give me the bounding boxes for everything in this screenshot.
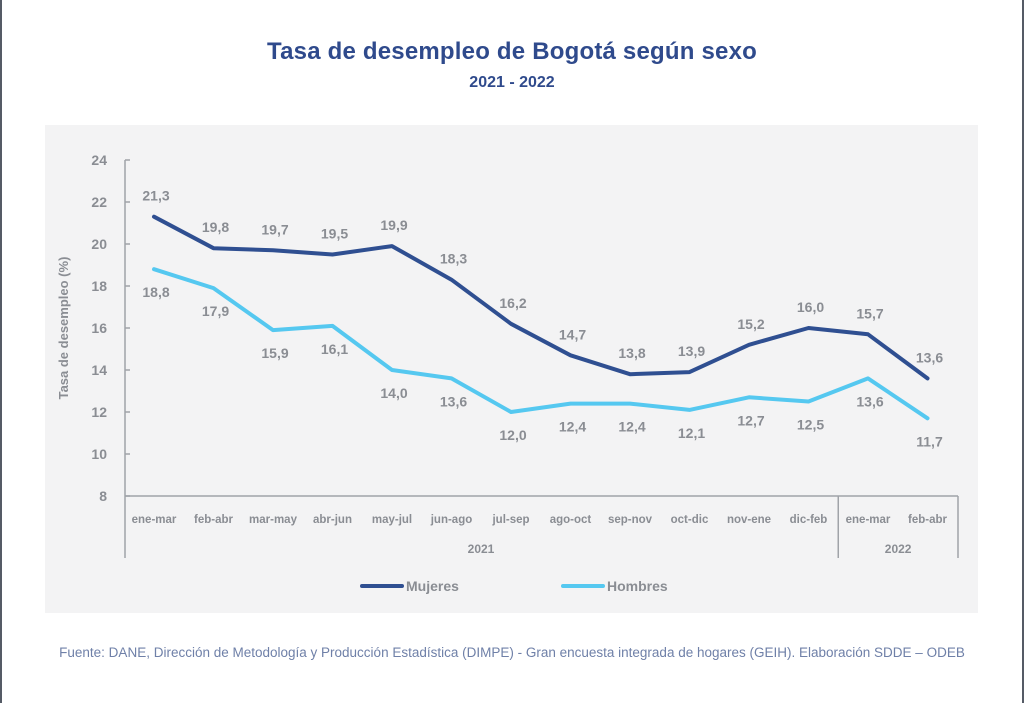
series-line-mujeres bbox=[152, 214, 930, 381]
data-label-hombres: 14,0 bbox=[380, 385, 407, 401]
data-label-mujeres: 21,3 bbox=[142, 188, 169, 204]
y-tick-label: 20 bbox=[91, 236, 107, 252]
data-labels: 21,3 19,8 19,7 19,5 19,9 18,3 16,2 14,7 13,8 13,9… bbox=[142, 188, 943, 450]
data-label-hombres: 12,5 bbox=[797, 417, 824, 433]
y-tick-label: 8 bbox=[99, 488, 107, 504]
x-tick-label: nov-ene bbox=[727, 514, 771, 526]
y-tick-label: 14 bbox=[91, 362, 107, 378]
x-tick-label: feb-abr bbox=[194, 514, 234, 526]
chart-subtitle: 2021 - 2022 bbox=[469, 74, 555, 91]
source-note: Fuente: DANE, Dirección de Metodología y… bbox=[59, 645, 965, 660]
series-line-hombres bbox=[152, 267, 930, 421]
x-group-label: 2021 bbox=[468, 542, 495, 556]
data-label-mujeres: 15,2 bbox=[737, 316, 764, 332]
window-edge-right bbox=[1022, 0, 1024, 703]
series-lines bbox=[152, 214, 930, 421]
data-label-mujeres: 18,3 bbox=[440, 251, 467, 267]
y-tick-label: 12 bbox=[91, 404, 107, 420]
y-tick-label: 22 bbox=[91, 194, 107, 210]
data-label-mujeres: 14,7 bbox=[559, 326, 586, 342]
x-tick-label: sep-nov bbox=[608, 514, 653, 526]
x-tick-label: oct-dic bbox=[671, 514, 709, 526]
data-label-hombres: 16,1 bbox=[321, 341, 348, 357]
data-label-hombres: 12,7 bbox=[737, 412, 764, 428]
x-tick-label: abr-jun bbox=[313, 514, 352, 526]
data-label-mujeres: 19,7 bbox=[261, 221, 288, 237]
x-tick-label: mar-may bbox=[249, 514, 298, 526]
data-label-mujeres: 19,8 bbox=[202, 219, 229, 235]
data-label-mujeres: 19,9 bbox=[380, 217, 407, 233]
data-label-mujeres: 16,2 bbox=[499, 295, 526, 311]
y-tick-label: 24 bbox=[91, 152, 107, 168]
data-label-mujeres: 15,7 bbox=[856, 305, 883, 321]
data-label-hombres: 13,6 bbox=[856, 393, 883, 409]
y-axis-title: Tasa de desempleo (%) bbox=[56, 257, 71, 400]
x-tick-label: feb-abr bbox=[908, 514, 948, 526]
x-tick-label: ene-mar bbox=[132, 514, 177, 526]
x-group-label: 2022 bbox=[885, 542, 912, 556]
y-tick-label: 10 bbox=[91, 446, 107, 462]
legend-label-hombres: Hombres bbox=[607, 578, 668, 594]
data-label-hombres: 15,9 bbox=[261, 345, 288, 361]
legend: Mujeres Hombres bbox=[360, 578, 668, 594]
x-tick-label: ene-mar bbox=[846, 514, 891, 526]
data-label-mujeres: 13,9 bbox=[678, 343, 705, 359]
legend-label-mujeres: Mujeres bbox=[406, 578, 459, 594]
x-tick-label: jul-sep bbox=[491, 514, 529, 526]
data-label-hombres: 12,4 bbox=[618, 419, 645, 435]
x-tick-label: jun-ago bbox=[430, 514, 473, 526]
window-edge-left bbox=[0, 0, 2, 703]
data-label-mujeres: 13,8 bbox=[618, 345, 645, 361]
y-tick-label: 18 bbox=[91, 278, 107, 294]
data-label-hombres: 12,1 bbox=[678, 425, 705, 441]
x-tick-label: ago-oct bbox=[550, 514, 592, 526]
chart-title: Tasa de desempleo de Bogotá según sexo bbox=[267, 38, 757, 65]
x-tick-label: dic-feb bbox=[790, 514, 828, 526]
data-label-mujeres: 19,5 bbox=[321, 226, 348, 242]
data-label-hombres: 11,7 bbox=[916, 433, 943, 449]
data-label-hombres: 12,4 bbox=[559, 419, 586, 435]
chart-panel bbox=[45, 125, 978, 613]
data-label-hombres: 12,0 bbox=[499, 427, 526, 443]
data-label-hombres: 18,8 bbox=[142, 284, 169, 300]
x-tick-label: may-jul bbox=[372, 514, 412, 526]
data-label-mujeres: 13,6 bbox=[916, 349, 943, 365]
data-label-hombres: 17,9 bbox=[202, 303, 229, 319]
data-label-mujeres: 16,0 bbox=[797, 299, 824, 315]
data-label-hombres: 13,6 bbox=[440, 393, 467, 409]
y-tick-label: 16 bbox=[91, 320, 107, 336]
